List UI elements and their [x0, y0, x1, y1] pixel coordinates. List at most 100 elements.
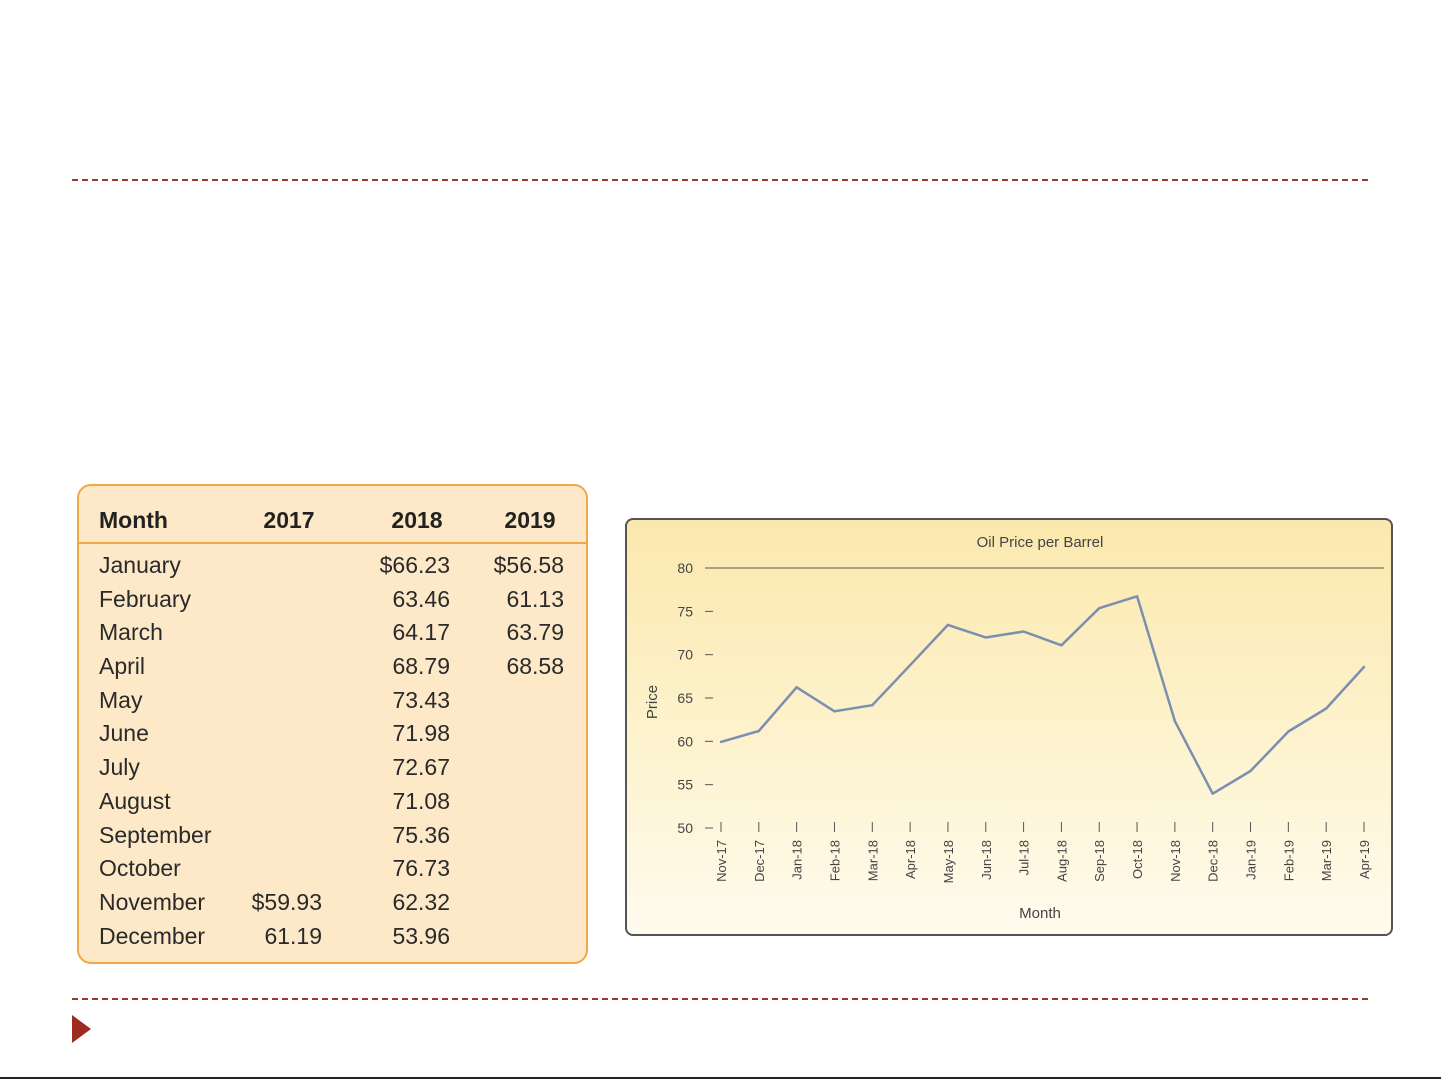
- x-tick-label: Aug-18: [1054, 840, 1069, 882]
- x-tick-label: Dec-18: [1206, 840, 1221, 882]
- table-row: July 72.67: [79, 752, 586, 786]
- data-point: [1324, 707, 1328, 710]
- cell-2018: 76.73: [392, 855, 450, 882]
- cell-2018: $66.23: [379, 552, 450, 578]
- data-point: [1249, 769, 1252, 773]
- data-point: [1060, 644, 1063, 647]
- y-tick-label: 80: [677, 560, 693, 576]
- y-tick-label: 65: [677, 690, 693, 706]
- y-tick-label: 55: [677, 777, 693, 793]
- cell-month: December: [99, 922, 206, 949]
- x-tick-label: Oct-18: [1130, 840, 1145, 879]
- cell-month: March: [99, 619, 163, 646]
- data-point: [908, 663, 912, 667]
- table-row: December 61.19 53.96: [79, 921, 586, 955]
- x-tick-label: Nov-18: [1168, 840, 1183, 882]
- chart-title: Oil Price per Barrel: [977, 534, 1104, 551]
- line-chart-svg: Oil Price per Barrel 50 55 60 65 70 75 80 Price N…: [644, 534, 1384, 922]
- data-point: [1362, 665, 1366, 669]
- cell-2017: 61.19: [264, 922, 322, 949]
- bottom-rule: [0, 1077, 1441, 1079]
- table-body: January $66.23 $56.58 February 63.46 61.…: [79, 550, 586, 954]
- x-tick-label: Jan-18: [790, 840, 805, 880]
- header-month: Month: [99, 507, 168, 533]
- data-point: [1135, 595, 1139, 598]
- x-axis-label: Month: [1019, 905, 1061, 922]
- series-line: [720, 595, 1365, 795]
- y-tick-label: 75: [677, 603, 693, 619]
- table-row: September 75.36: [79, 820, 586, 854]
- data-point: [984, 636, 987, 639]
- x-tick-label: Jan-19: [1244, 840, 1259, 880]
- table-row: November $59.93 62.32: [79, 887, 586, 921]
- table-row: May 73.43: [79, 685, 586, 719]
- data-point: [871, 703, 874, 707]
- cell-month: July: [99, 754, 140, 781]
- cell-month: September: [99, 821, 212, 848]
- x-tick-label: Apr-18: [903, 840, 918, 879]
- cell-2018: 68.79: [392, 653, 450, 680]
- x-tick-label: Feb-19: [1281, 840, 1296, 881]
- cell-month: February: [99, 585, 192, 612]
- cell-month: August: [99, 787, 171, 814]
- data-point: [1211, 792, 1214, 795]
- data-point: [1287, 730, 1290, 733]
- oil-price-table: Month 2017 2018 2019 January $66.23 $56.…: [77, 484, 588, 964]
- y-tick-label: 50: [677, 820, 693, 836]
- data-point: [719, 740, 723, 744]
- cell-2018: 71.98: [392, 720, 450, 747]
- table-row: June 71.98: [79, 718, 586, 752]
- data-point: [795, 686, 798, 689]
- table-row: January $66.23 $56.58: [79, 550, 586, 584]
- cell-month: April: [99, 653, 146, 680]
- x-tick-label: Jun-18: [979, 840, 994, 880]
- cell-2019: 68.58: [506, 653, 564, 680]
- data-point: [1022, 630, 1025, 633]
- y-tick-label: 60: [677, 733, 693, 749]
- cell-2018: 71.08: [392, 787, 450, 814]
- table-row: April 68.79 68.58: [79, 651, 586, 685]
- y-tick-label: 70: [677, 647, 693, 663]
- cell-2017: $59.93: [251, 888, 322, 915]
- cell-2018: 53.96: [392, 922, 450, 949]
- x-tick-label: Sep-18: [1092, 840, 1107, 882]
- y-axis-label: Price: [644, 685, 661, 719]
- header-2019: 2019: [504, 507, 556, 533]
- cell-2018: 62.32: [392, 888, 450, 915]
- x-tick-label: Mar-19: [1319, 840, 1334, 881]
- table-header: Month 2017 2018 2019: [79, 486, 586, 544]
- data-point: [1098, 607, 1101, 610]
- x-tick-label: Mar-18: [865, 840, 880, 881]
- table-row: February 63.46 61.13: [79, 584, 586, 618]
- data-point: [833, 710, 836, 713]
- top-divider: [72, 179, 1368, 181]
- x-tick-label: Jul-18: [1017, 840, 1032, 875]
- oil-price-chart: Oil Price per Barrel 50 55 60 65 70 75 80 Price N…: [625, 518, 1393, 936]
- triangle-right-icon: [72, 1015, 91, 1043]
- table-row: October 76.73: [79, 853, 586, 887]
- cell-month: May: [99, 686, 143, 713]
- header-2018: 2018: [391, 507, 443, 533]
- cell-month: November: [99, 888, 206, 915]
- cell-2019: 63.79: [506, 619, 564, 646]
- data-point: [1173, 720, 1177, 723]
- x-tick-label: May-18: [941, 840, 956, 883]
- table-row: August 71.08: [79, 786, 586, 820]
- cell-2019: 61.13: [506, 585, 564, 612]
- x-tick-label: Nov-17: [714, 840, 729, 882]
- cell-month: June: [99, 720, 149, 747]
- x-tick-label: Apr-19: [1357, 840, 1372, 879]
- cell-2018: 63.46: [392, 585, 450, 612]
- data-point: [946, 623, 950, 627]
- x-tick-label: Feb-18: [827, 840, 842, 881]
- header-2017: 2017: [263, 507, 315, 533]
- cell-2018: 73.43: [392, 686, 450, 713]
- cell-2019: $56.58: [493, 552, 564, 578]
- bottom-divider: [72, 998, 1368, 1000]
- cell-month: January: [99, 552, 181, 578]
- x-tick-label: Dec-17: [752, 840, 767, 882]
- cell-month: October: [99, 855, 181, 882]
- data-point: [757, 729, 761, 733]
- cell-2018: 75.36: [392, 821, 450, 848]
- cell-2018: 64.17: [392, 619, 450, 646]
